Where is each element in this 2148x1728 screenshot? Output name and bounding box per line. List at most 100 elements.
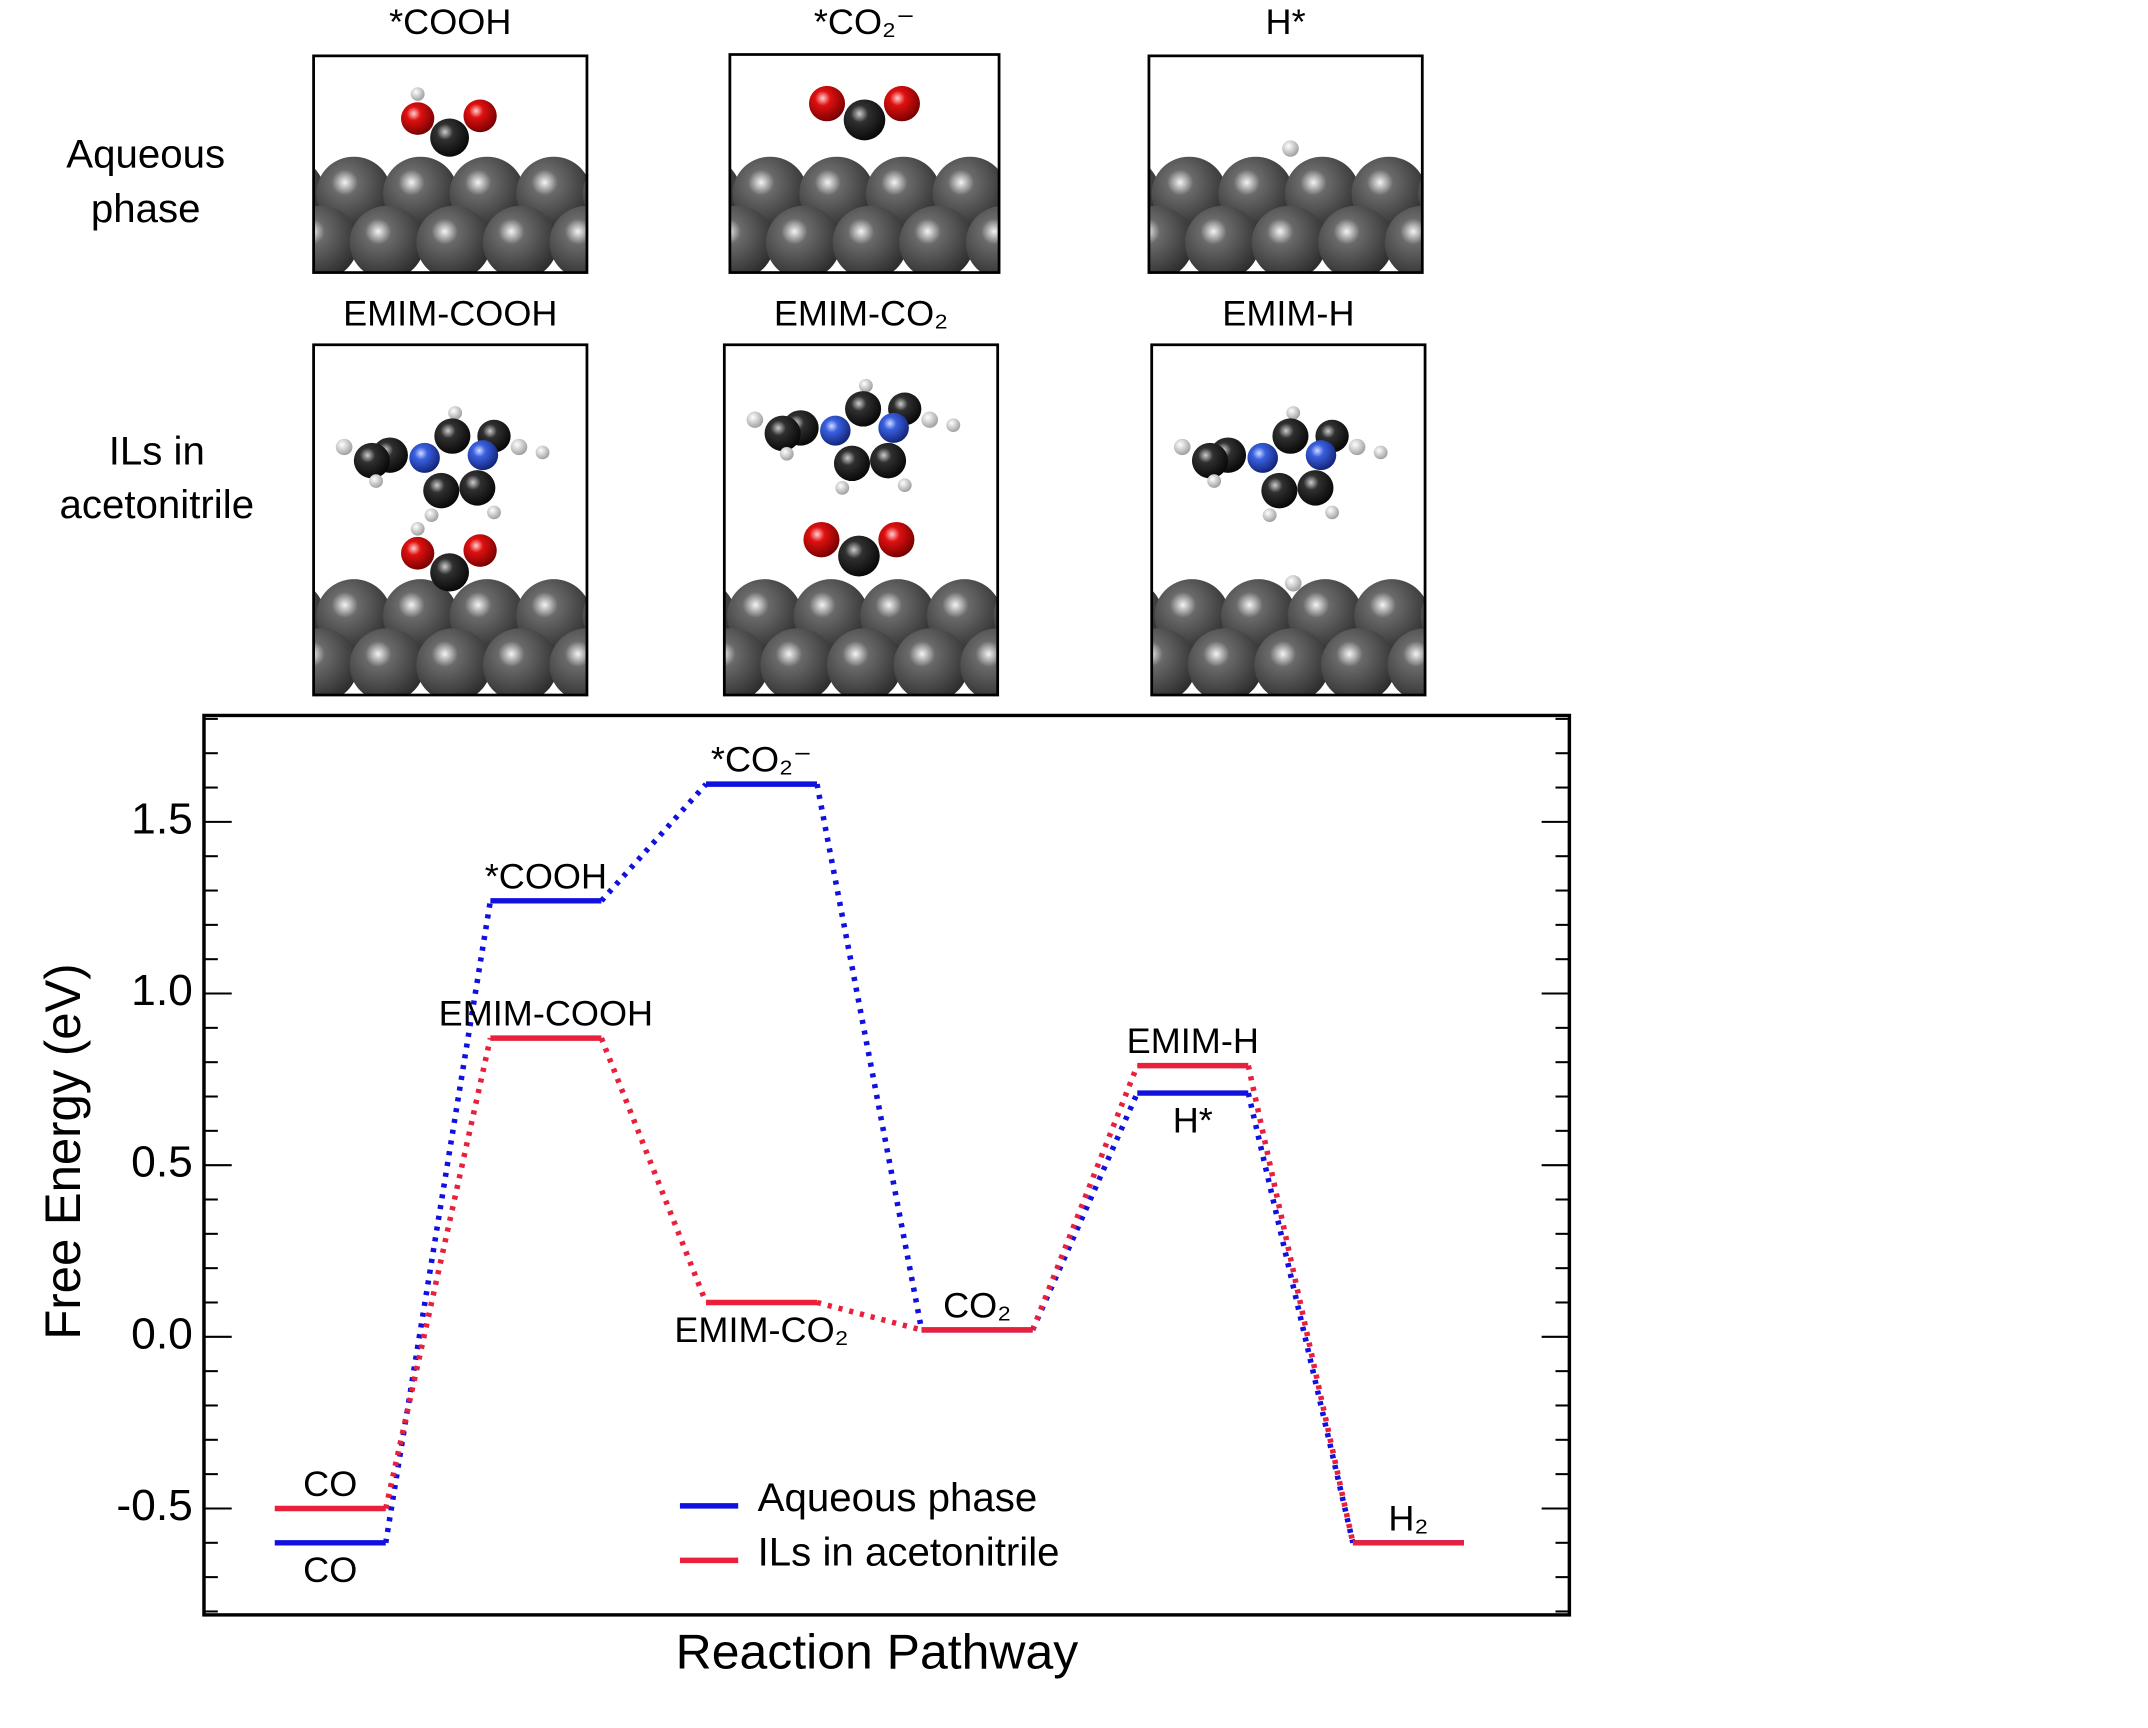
- metal-atom: [482, 628, 558, 696]
- structure-image: [1055, 344, 1529, 702]
- atom: [878, 521, 915, 558]
- metal-atom: [216, 206, 291, 280]
- level-label: EMIM-COOH: [439, 994, 653, 1034]
- metal-atom: [960, 628, 998, 696]
- metal-atom: [724, 628, 769, 696]
- metal-atom: [1451, 206, 1526, 280]
- level-label: *COOH: [485, 857, 607, 897]
- atom: [803, 521, 840, 558]
- metal-atom: [1032, 206, 1107, 280]
- y-tick-label: 1.5: [131, 795, 193, 844]
- atom: [820, 415, 851, 446]
- legend-label: Aqueous phase: [758, 1476, 1038, 1520]
- atom: [1262, 508, 1277, 522]
- atom: [845, 391, 882, 427]
- atom: [335, 438, 353, 456]
- atom: [835, 481, 850, 495]
- metal-atom: [827, 628, 902, 696]
- atom: [410, 87, 425, 101]
- metal-atom: [349, 205, 425, 273]
- panel-frame: [1150, 343, 1427, 697]
- panel-title: H*: [1266, 2, 1306, 42]
- metal-atom: [1185, 205, 1260, 273]
- y-tick-label: 0.5: [131, 1138, 193, 1187]
- atom: [1261, 472, 1298, 509]
- metal-atom: [832, 205, 908, 273]
- metal-atom: [1151, 628, 1197, 696]
- structure-image: [633, 54, 1141, 280]
- metal-atom: [633, 206, 708, 280]
- metal-atom: [416, 628, 492, 696]
- metal-atom: [1485, 157, 1560, 231]
- level-label: H₂: [1388, 1499, 1428, 1539]
- panel-frame: [728, 53, 1001, 274]
- metal-atom: [1066, 157, 1141, 231]
- atom: [430, 553, 470, 592]
- metal-atom: [616, 628, 691, 702]
- connector: [1030, 1091, 1140, 1332]
- atom: [369, 474, 383, 488]
- atom: [401, 536, 435, 570]
- atom: [448, 406, 463, 420]
- metal-atom: [1187, 628, 1263, 696]
- structure-image: [216, 344, 691, 702]
- metal-atom: [1418, 176, 1423, 211]
- atom: [1282, 140, 1299, 157]
- atom: [1272, 418, 1309, 454]
- x-axis-label: Reaction Pathway: [676, 1625, 1079, 1680]
- level-label: CO: [303, 1550, 357, 1590]
- atom: [897, 478, 912, 492]
- row-label: ILs in acetonitrile: [60, 430, 255, 527]
- level-label: EMIM-CO₂: [674, 1310, 848, 1350]
- atom: [424, 508, 439, 522]
- atom: [838, 535, 880, 577]
- structure-image: [216, 55, 724, 280]
- atom: [883, 85, 920, 122]
- metal-atom: [760, 628, 836, 696]
- atom: [779, 446, 794, 461]
- metal-atom: [965, 206, 1000, 273]
- metal-atom: [1454, 628, 1529, 702]
- atom: [1305, 440, 1337, 471]
- atom: [808, 85, 846, 122]
- panel-title: EMIM-H: [1222, 294, 1354, 334]
- atom: [746, 411, 764, 428]
- atom: [1207, 474, 1222, 488]
- metal-atom: [993, 599, 998, 633]
- metal-atom: [216, 628, 291, 702]
- atom: [858, 378, 873, 393]
- atom: [1286, 406, 1301, 420]
- connector: [598, 1037, 709, 1304]
- level-label: EMIM-H: [1127, 1021, 1259, 1061]
- y-tick-label: 1.0: [131, 966, 193, 1015]
- metal-atom: [549, 205, 587, 273]
- connector: [814, 783, 925, 1331]
- atom: [1191, 442, 1229, 479]
- atom: [878, 412, 909, 443]
- atom: [510, 438, 528, 456]
- atom: [463, 99, 497, 133]
- metal-atom: [313, 628, 358, 696]
- metal-atom: [1384, 205, 1423, 273]
- panel-title: EMIM-COOH: [343, 294, 557, 334]
- atom: [1348, 438, 1366, 456]
- atom: [921, 411, 939, 428]
- metal-atom: [1318, 205, 1394, 273]
- metal-atom: [313, 205, 358, 273]
- metal-atom: [1321, 628, 1396, 696]
- metal-atom: [549, 628, 587, 696]
- metal-atom: [1055, 628, 1130, 702]
- atom: [946, 418, 961, 432]
- panel-frame: [1147, 54, 1424, 274]
- metal-atom: [1387, 628, 1426, 696]
- connector: [816, 1299, 923, 1333]
- atom: [870, 442, 907, 479]
- atom: [434, 418, 471, 454]
- legend-label: ILs in acetonitrile: [758, 1531, 1060, 1575]
- metal-atom: [349, 628, 425, 696]
- metal-atom: [1060, 579, 1135, 653]
- level-label: *CO₂⁻: [711, 740, 812, 780]
- atom: [833, 445, 871, 482]
- metal-atom: [649, 157, 724, 231]
